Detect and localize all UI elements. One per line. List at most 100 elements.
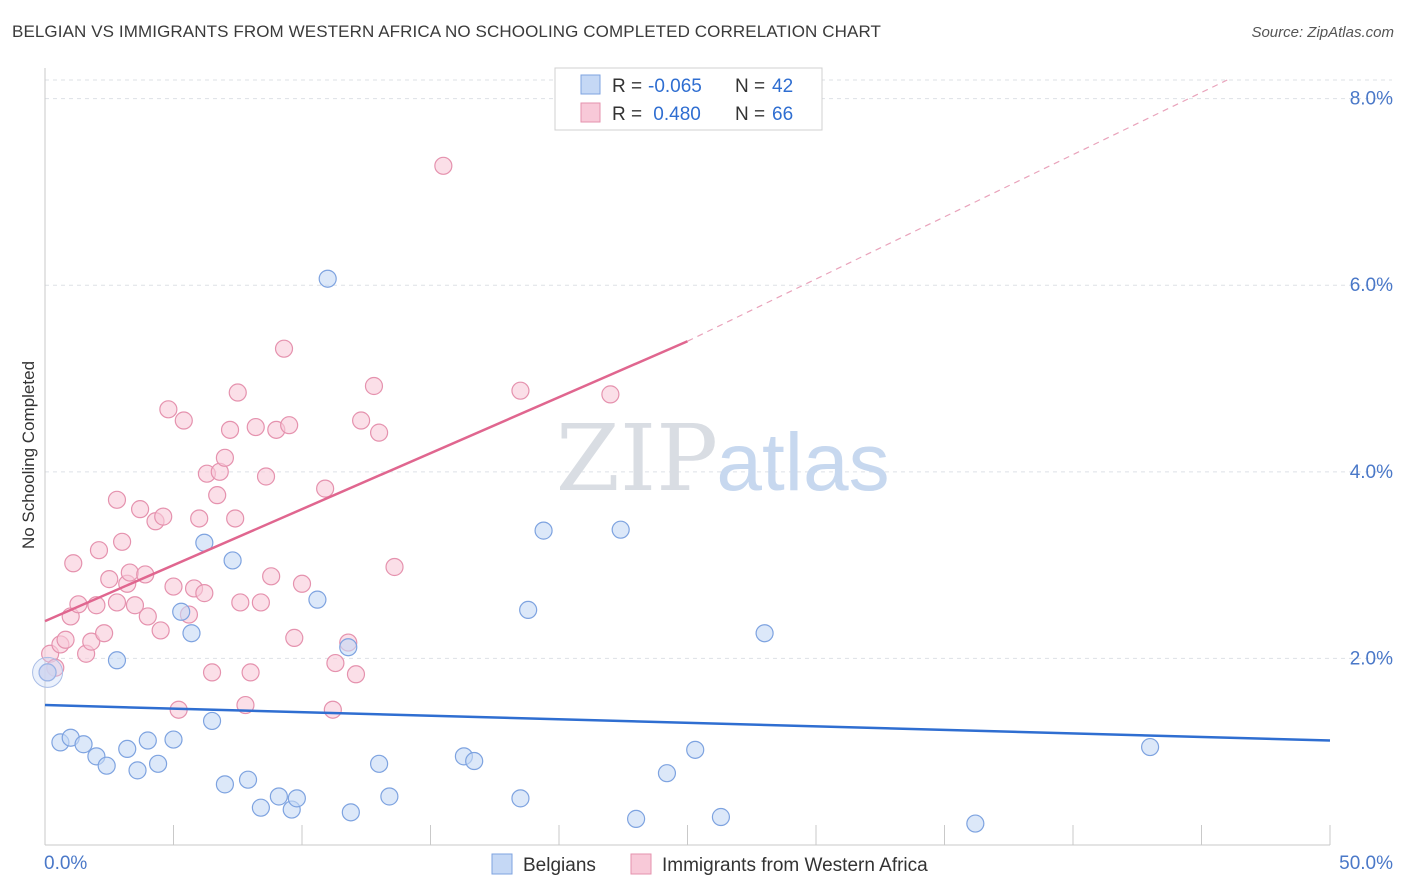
belgian-point-32	[519, 600, 538, 620]
immigrant-point-44	[246, 417, 265, 437]
immigrant-point-62	[434, 156, 453, 175]
immigrant-point-17	[120, 563, 139, 582]
axes	[44, 68, 1331, 846]
belgian-point-3	[74, 735, 93, 754]
belgian-point-15	[202, 711, 222, 731]
immigrant-point-58	[352, 411, 371, 430]
x-tick-labels: 0.0% 50.0%	[44, 853, 1393, 874]
source-label: Source: ZipAtlas.com	[1251, 24, 1394, 41]
legend-r-value-1: -0.065	[648, 76, 702, 97]
belgian-point-25	[341, 803, 360, 822]
belgian-point-5	[97, 756, 116, 775]
belgian-point-17	[223, 551, 242, 570]
legend-n-value-1: 42	[772, 76, 793, 97]
immigrant-point-63	[511, 381, 530, 400]
gridlines	[45, 79, 1392, 659]
immigrant-point-31	[190, 509, 209, 528]
immigrant-point-41	[231, 593, 250, 612]
belgian-point-8	[128, 761, 147, 780]
watermark-zip: ZIP	[556, 405, 718, 512]
immigrant-point-18	[125, 596, 145, 615]
immigrant-point-45	[251, 593, 270, 612]
legend-swatch-immigrants	[580, 102, 601, 123]
correlation-legend: R = -0.065 N = 42 R = 0.480 N = 66	[554, 67, 823, 131]
belgian-point-0	[38, 663, 57, 682]
immigrant-point-50	[280, 416, 299, 435]
immigrant-point-10	[89, 541, 109, 560]
immigrant-point-26	[164, 577, 183, 596]
immigrant-point-12	[100, 570, 119, 589]
bottom-legend-swatch-belgians	[491, 853, 513, 875]
belgian-point-34	[611, 520, 630, 539]
y-tick-labels: 2.0% 4.0% 6.0% 8.0%	[1350, 89, 1393, 670]
belgian-point-31	[511, 789, 530, 808]
belgian-point-28	[380, 787, 399, 806]
legend-n-label-1: N =	[735, 76, 765, 97]
immigrant-point-19	[130, 500, 150, 519]
belgian-point-6	[107, 651, 127, 670]
watermark: ZIP atlas	[556, 405, 890, 512]
trend-lines	[44, 79, 1331, 742]
immigrant-point-25	[159, 400, 178, 419]
immigrant-point-14	[107, 490, 127, 509]
belgian-point-19	[251, 798, 270, 817]
belgian-point-22	[287, 789, 306, 808]
belgian-point-16	[215, 775, 234, 794]
bottom-legend-label-immigrants: Immigrants from Western Africa	[662, 855, 928, 876]
belgian-point-18	[238, 770, 258, 789]
immigrant-point-46	[256, 467, 276, 486]
y-tick-label-1: 4.0%	[1350, 462, 1393, 483]
immigrant-point-3	[56, 630, 75, 649]
immigrant-point-35	[208, 486, 227, 505]
bottom-legend-label-belgians: Belgians	[523, 855, 596, 876]
belgian-point-12	[172, 602, 191, 621]
legend-r-label-2: R =	[612, 104, 642, 125]
y-tick-label-0: 2.0%	[1350, 648, 1393, 669]
immigrant-point-54	[323, 700, 342, 719]
trend-line-0	[44, 703, 1331, 742]
belgian-point-20	[269, 787, 288, 806]
belgian-point-23	[308, 590, 327, 609]
x-tick-label-1: 50.0%	[1339, 853, 1393, 874]
belgian-point-30	[465, 751, 484, 771]
belgian-point-27	[370, 754, 389, 773]
immigrant-point-13	[107, 593, 127, 612]
immigrant-point-28	[174, 411, 193, 430]
immigrant-point-49	[274, 339, 294, 358]
immigrant-point-57	[346, 665, 366, 684]
legend-n-value-2: 66	[772, 104, 793, 125]
immigrant-point-64	[601, 385, 620, 404]
belgian-point-39	[755, 624, 774, 643]
immigrant-point-15	[112, 532, 132, 551]
immigrant-point-61	[385, 557, 404, 577]
immigrant-point-38	[220, 420, 240, 439]
belgian-point-38	[711, 807, 731, 827]
immigrant-point-43	[241, 663, 260, 682]
legend-r-label-1: R =	[612, 76, 642, 97]
belgian-point-13	[182, 624, 201, 643]
immigrant-point-53	[316, 479, 335, 498]
belgian-point-24	[318, 269, 337, 288]
belgian-point-33	[534, 521, 553, 540]
immigrant-point-23	[151, 621, 170, 640]
immigrant-point-51	[285, 628, 304, 647]
chart-title: BELGIAN VS IMMIGRANTS FROM WESTERN AFRIC…	[12, 22, 882, 41]
immigrant-point-5	[64, 554, 83, 573]
bottom-legend-swatch-immigrants	[630, 853, 652, 875]
y-tick-label-3: 8.0%	[1350, 89, 1393, 110]
x-tick-label-0: 0.0%	[44, 853, 87, 874]
belgian-point-10	[148, 754, 168, 773]
immigrant-point-37	[215, 448, 234, 467]
belgian-point-9	[138, 731, 157, 750]
belgian-point-36	[657, 764, 677, 783]
immigrant-point-60	[370, 423, 389, 442]
immigrant-point-59	[364, 376, 384, 396]
legend-r-value-2: 0.480	[648, 104, 701, 125]
immigrant-point-39	[226, 509, 245, 528]
immigrant-point-21	[138, 607, 157, 626]
legend-swatch-belgians	[580, 74, 601, 95]
trend-extension-1	[687, 79, 1228, 342]
belgian-point-37	[686, 740, 705, 759]
immigrant-point-8	[82, 632, 101, 651]
